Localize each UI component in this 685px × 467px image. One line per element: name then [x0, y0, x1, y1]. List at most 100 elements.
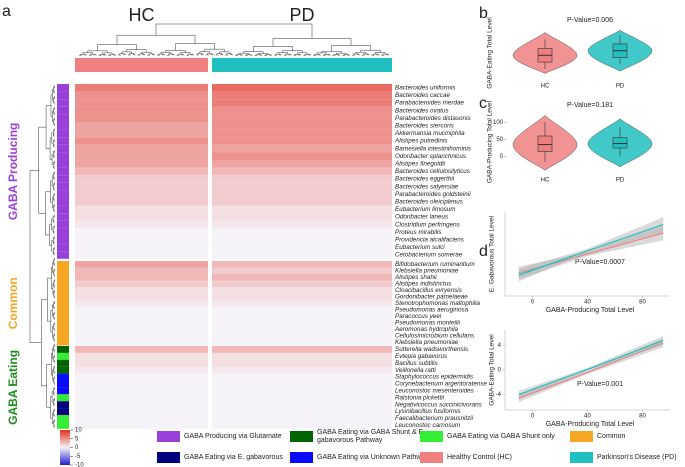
row-label: Bacteroides cellulosilyticus: [395, 168, 471, 175]
colorbar-label: 0: [75, 445, 79, 451]
heat-cell: [212, 198, 392, 206]
category-bar: [57, 401, 69, 409]
row-label: Leuconostoc mesenteroides: [395, 388, 475, 395]
category-bar: [57, 243, 69, 252]
group-bar: [212, 58, 392, 72]
row-label: Bacillus subtilis: [395, 360, 439, 367]
heat-cell: [75, 114, 208, 122]
row-label: Pseudomonas monteilii: [395, 319, 461, 326]
legend-label: GABA Eating via GABA Shunt & E. gabavoro…: [317, 429, 426, 444]
section-label: GABA Eating: [6, 350, 20, 425]
legend-swatch: [420, 431, 443, 442]
heat-cell: [75, 236, 208, 244]
heat-cell: [212, 144, 392, 153]
category-bar: [57, 313, 69, 320]
section-label: GABA Producing: [6, 123, 20, 221]
y-tick-label: 100: [493, 120, 504, 126]
row-label: Klebsiella pneumoniae: [395, 339, 459, 346]
panel-letter: d: [479, 243, 488, 260]
regression-line: [518, 224, 664, 276]
heat-cell: [75, 91, 208, 100]
legend-label: GABA Eating via E. gabavorous: [184, 454, 283, 461]
category-bar: [57, 106, 69, 115]
category-bar: [57, 91, 69, 100]
category-bar: [57, 300, 69, 307]
heat-cell: [75, 267, 208, 274]
category-bar: [57, 137, 69, 145]
x-tick-label: PD: [616, 84, 625, 90]
legend-swatch: [290, 431, 313, 442]
heat-cell: [75, 220, 208, 229]
heat-cell: [212, 313, 392, 320]
category-bar: [57, 408, 69, 415]
category-bar: [57, 167, 69, 176]
dendrogram: [29, 85, 55, 428]
section-label: Common: [6, 277, 20, 329]
heat-cell: [212, 236, 392, 244]
x-axis-label: GABA-Producing Total Level: [546, 307, 635, 314]
heat-cell: [212, 220, 392, 229]
category-bar: [57, 198, 69, 206]
x-tick-label: 0: [531, 300, 535, 306]
heat-cell: [212, 352, 392, 360]
y-axis-label: GABA-Eating Total Level: [487, 17, 494, 89]
heat-cell: [212, 359, 392, 367]
heat-cell: [212, 287, 392, 294]
row-label: Parabacteroides distasonis: [395, 115, 471, 122]
category-bar: [57, 380, 69, 388]
heat-cell: [75, 129, 208, 138]
colorbar: [60, 430, 70, 465]
row-label: Klebsiella pneumoniae: [395, 267, 459, 274]
heat-cell: [212, 319, 392, 326]
column-header: PD: [289, 5, 314, 25]
heat-cell: [212, 160, 392, 168]
row-label: Bacteroides uniformis: [395, 84, 456, 91]
row-label: Staphylococcus epidermidis: [395, 374, 474, 381]
annotation: P-Value=0.181: [567, 102, 613, 109]
row-label: Aeromonas hydrophila: [394, 326, 459, 333]
heat-cell: [75, 182, 208, 191]
heat-cell: [212, 332, 392, 339]
heat-cell: [212, 182, 392, 191]
category-bar: [57, 352, 69, 360]
heat-cell: [212, 137, 392, 145]
row-label: Evtepia gabavorus: [395, 353, 448, 360]
legend-swatch: [570, 431, 593, 442]
legend-swatch: [570, 452, 593, 463]
row-label: Alistipes putredinis: [394, 138, 448, 145]
heat-cell: [212, 99, 392, 107]
heat-cell: [212, 274, 392, 281]
panel-letter: c: [479, 95, 487, 112]
heat-cell: [212, 106, 392, 115]
y-axis-label: GABA-Eating Total Level: [489, 334, 496, 406]
row-label: Gordonibacter pamelaeae: [395, 293, 468, 300]
heat-cell: [212, 394, 392, 402]
heat-cell: [212, 251, 392, 259]
row-label: Lysinibacillus fusiformis: [395, 408, 462, 415]
heat-cell: [75, 421, 208, 429]
category-bar: [57, 152, 69, 160]
colorbar-label: -5: [75, 454, 81, 460]
heat-cell: [75, 175, 208, 183]
row-label: Odoribacter laneus: [395, 214, 449, 221]
row-label: Faecalibacterium prausnitzii: [395, 415, 474, 422]
heat-cell: [75, 251, 208, 259]
row-label: Bifidobacterium ruminantium: [395, 261, 475, 268]
row-label: Bacteroides stercoris: [395, 122, 455, 129]
category-bar: [57, 122, 69, 130]
y-tick-label: 50: [496, 137, 503, 143]
heat-cell: [212, 326, 392, 333]
column-header: HC: [129, 5, 155, 25]
x-tick-label: 80: [639, 300, 646, 306]
legend-label: GABA Eating via GABA Shunt only: [447, 433, 555, 440]
category-bar: [57, 332, 69, 339]
row-label: Leuconostoc carnosum: [395, 422, 460, 429]
legend-swatch: [157, 452, 180, 463]
heat-cell: [75, 190, 208, 198]
heat-cell: [75, 287, 208, 294]
row-label: Alistipes finegoldii: [394, 160, 446, 167]
heat-cell: [212, 280, 392, 287]
row-label: Bacteroides salyersiae: [395, 183, 459, 190]
